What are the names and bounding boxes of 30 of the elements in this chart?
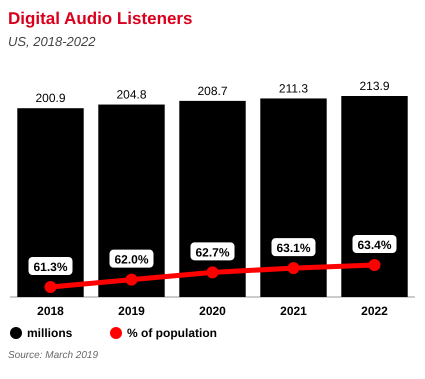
data-label: 62.7% xyxy=(195,245,230,260)
x-tick-label: 2019 xyxy=(118,304,146,318)
data-label: 63.4% xyxy=(357,238,392,252)
bar xyxy=(341,96,408,297)
data-label: 213.9 xyxy=(359,79,390,93)
data-label: 62.0% xyxy=(114,252,149,267)
legend-label: millions xyxy=(27,326,73,340)
bar xyxy=(179,100,246,297)
data-label: 204.8 xyxy=(116,88,147,102)
source-note: Source: March 2019 xyxy=(8,350,98,361)
data-label: 200.9 xyxy=(35,91,66,106)
legend-label: % of population xyxy=(127,326,217,340)
bar xyxy=(98,104,165,297)
chart-subtitle: US, 2018-2022 xyxy=(8,34,96,49)
chart-title: Digital Audio Listeners xyxy=(8,9,193,28)
point xyxy=(126,274,138,286)
x-tick-label: 2022 xyxy=(361,304,388,318)
x-tick-label: 2018 xyxy=(37,304,64,318)
data-label: 63.1% xyxy=(276,241,311,256)
bar xyxy=(17,108,84,297)
x-tick-label: 2021 xyxy=(280,304,308,318)
data-label: 211.3 xyxy=(278,81,308,96)
point xyxy=(206,266,218,278)
point xyxy=(288,262,300,274)
point xyxy=(44,281,56,293)
x-tick-label: 2020 xyxy=(199,304,226,318)
point xyxy=(368,259,380,271)
bar xyxy=(260,98,327,297)
data-label: 208.7 xyxy=(197,84,228,98)
data-label: 61.3% xyxy=(33,260,68,274)
